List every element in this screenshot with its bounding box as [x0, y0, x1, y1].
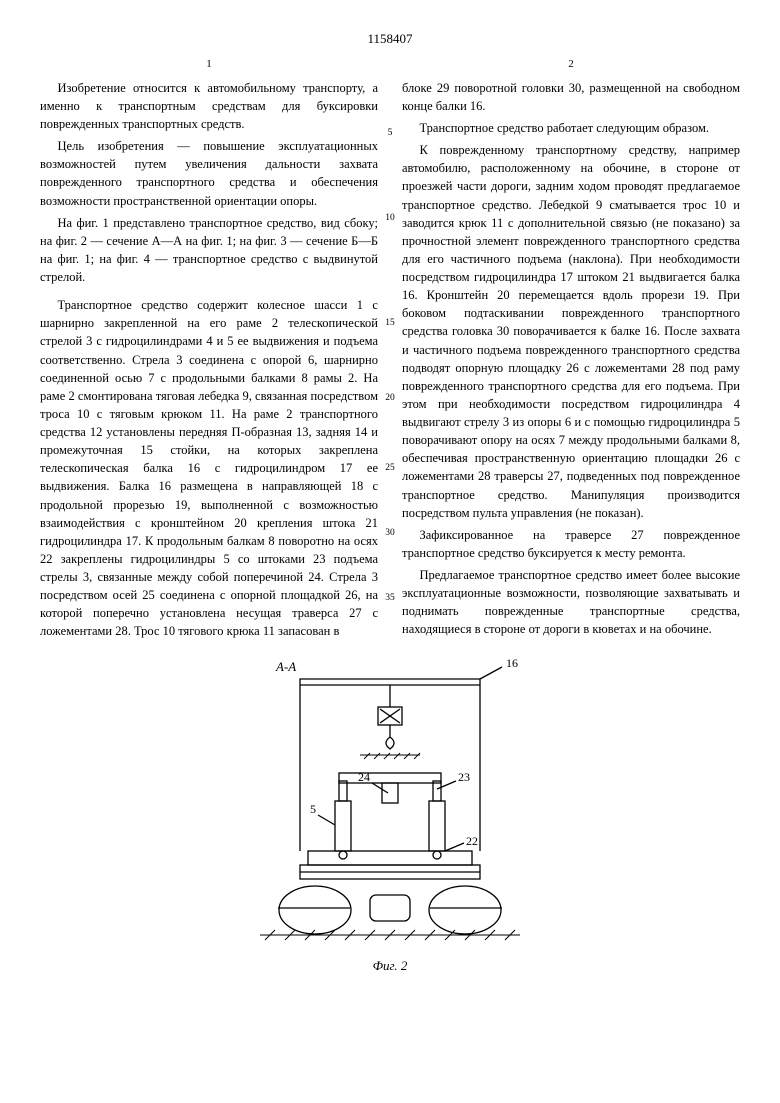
two-column-body: 5 10 15 20 25 30 35 1 Изобретение относи… — [40, 57, 740, 645]
line-number: 35 — [381, 592, 399, 606]
callout-23: 23 — [458, 770, 470, 784]
paragraph: Цель изобретения — повышение эксплуатаци… — [40, 137, 378, 210]
line-number: 25 — [381, 462, 399, 476]
paragraph: блоке 29 поворотной головки 30, размещен… — [402, 79, 740, 115]
line-number: 30 — [381, 527, 399, 541]
callout-5: 5 — [310, 802, 316, 816]
callout-22: 22 — [466, 834, 478, 848]
paragraph: Транспортное средство содержит колесное … — [40, 296, 378, 640]
paragraph: К поврежденному транспортному средству, … — [402, 141, 740, 522]
callout-24: 24 — [358, 770, 370, 784]
column-number-left: 1 — [40, 57, 378, 73]
line-number: 10 — [381, 212, 399, 226]
column-number-right: 2 — [402, 57, 740, 73]
paragraph: Изобретение относится к автомобильному т… — [40, 79, 378, 133]
paragraph: Зафиксированное на траверсе 27 поврежден… — [402, 526, 740, 562]
figure-svg: А-А 16 5 22 23 24 — [240, 655, 540, 955]
left-column: 1 Изобретение относится к автомобильному… — [40, 57, 378, 645]
paragraph: На фиг. 1 представлено транспортное сред… — [40, 214, 378, 287]
section-label: А-А — [275, 659, 296, 674]
paragraph: Предлагаемое транспортное средство имеет… — [402, 566, 740, 639]
right-column: 2 блоке 29 поворотной головки 30, размещ… — [402, 57, 740, 645]
line-number: 5 — [381, 127, 399, 141]
figure-2: А-А 16 5 22 23 24 Фиг. 2 — [40, 655, 740, 976]
figure-caption: Фиг. 2 — [40, 957, 740, 976]
callout-16: 16 — [506, 656, 518, 670]
line-number: 15 — [381, 317, 399, 331]
line-number: 20 — [381, 392, 399, 406]
paragraph: Транспортное средство работает следующим… — [402, 119, 740, 137]
patent-number: 1158407 — [40, 30, 740, 49]
